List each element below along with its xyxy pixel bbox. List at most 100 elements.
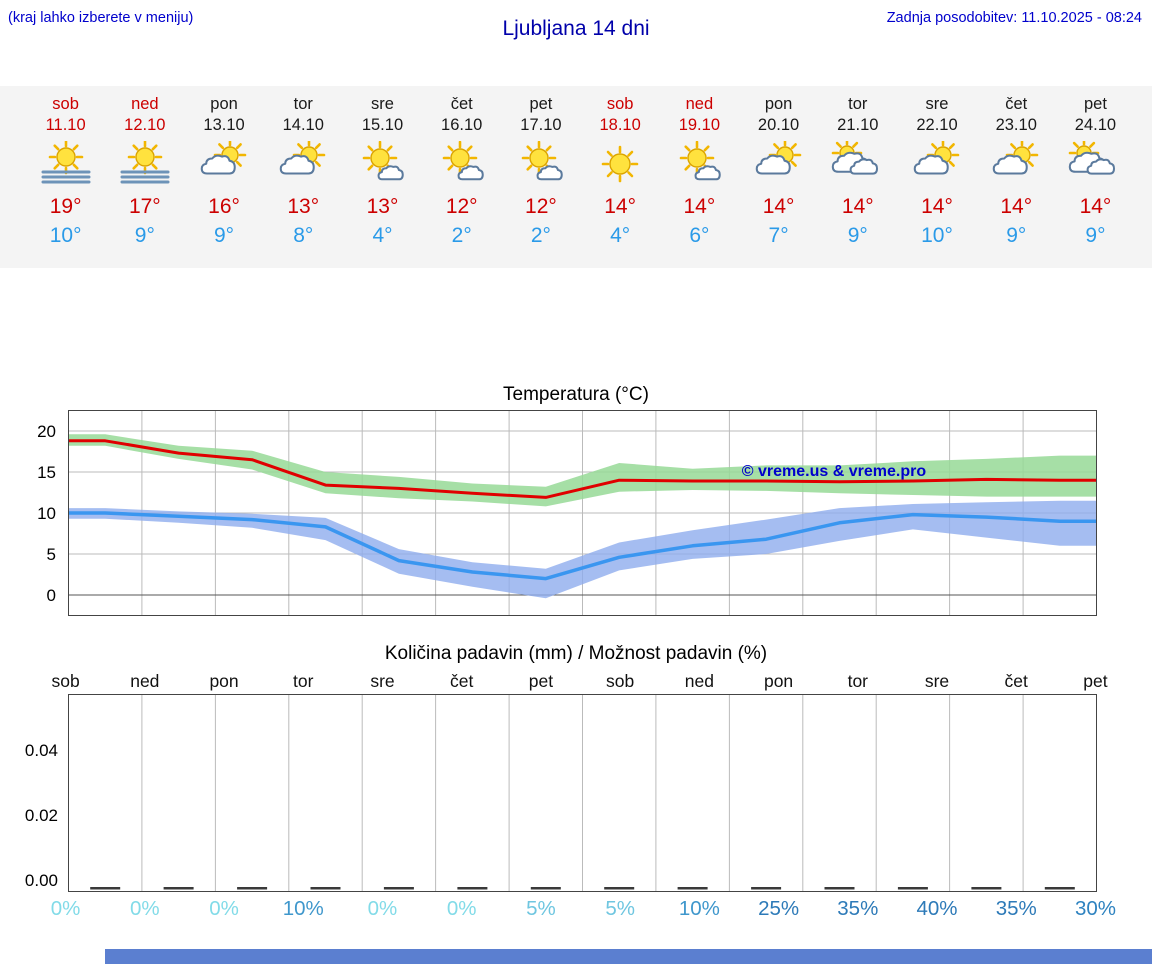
forecast-day: sre 15.10 13° 4°: [343, 94, 422, 248]
day-name: pet: [529, 95, 553, 113]
weather-icon-box: [581, 139, 660, 189]
low-temp: 9°: [847, 224, 868, 248]
precip-percent: 40%: [916, 897, 958, 921]
precip-percent-labels: 0% 0% 0% 10% 0% 0% 5% 5% 10% 25% 35% 40% 35% 30%: [0, 897, 1152, 921]
weather-icon-box: [422, 139, 501, 189]
footer-bar: [105, 949, 1152, 965]
sun-cloud-icon: [200, 141, 247, 175]
weather-icon-box: [660, 139, 739, 189]
day-date: 13.10: [203, 115, 245, 134]
precipitation-chart-title: Količina padavin (mm) / Možnost padavin …: [384, 643, 768, 665]
weather-icon-box: [897, 139, 976, 189]
weather-icon-box: [501, 139, 580, 189]
day-name: pon: [210, 95, 238, 113]
high-temp: 14°: [841, 195, 874, 219]
day-name: pon: [764, 95, 793, 113]
precip-percent: 5%: [605, 897, 635, 921]
precip-percent: 0%: [209, 897, 239, 921]
temperature-chart-svg: 0 5 10 15 20 © vreme.us & vreme.pro: [37, 410, 1097, 617]
low-temp: 9°: [134, 224, 155, 248]
cloudy-icon: [831, 141, 878, 175]
location-hint: (kraj lahko izberete v meniju): [8, 10, 194, 26]
low-temp: 4°: [372, 224, 393, 248]
page-header: (kraj lahko izberete v meniju) Ljubljana…: [0, 0, 1152, 50]
low-temp: 2°: [451, 224, 472, 248]
day-name: sob: [606, 95, 634, 113]
day-date: 20.10: [757, 115, 800, 134]
day-name: ned: [685, 95, 714, 113]
day-name: sre: [371, 95, 394, 113]
day-date: 23.10: [995, 115, 1037, 134]
forecast-strip: sob 11.10 19° 10° ned 12.10 17° 9° pon 13.10 16° 9°…: [0, 86, 1152, 269]
precip-percent: 0%: [367, 897, 398, 921]
weather-icon-box: [264, 139, 343, 189]
precip-day-label: sre: [924, 671, 950, 692]
low-temp: 9°: [214, 224, 235, 248]
svg-text:0.04: 0.04: [25, 741, 58, 760]
day-date: 12.10: [124, 115, 166, 134]
weather-icon-box: [184, 139, 263, 189]
weather-icon-box: [1056, 139, 1135, 189]
precip-percent: 35%: [837, 897, 879, 921]
svg-text:0: 0: [47, 586, 56, 605]
low-temp: 9°: [1006, 224, 1027, 248]
day-date: 22.10: [916, 115, 958, 134]
weather-icon-box: [26, 139, 105, 189]
last-updated: Zadnja posodobitev: 11.10.2025 - 08:24: [886, 10, 1142, 26]
low-temp: 4°: [610, 224, 631, 248]
sun-cloud-icon: [913, 141, 960, 175]
svg-text:5: 5: [47, 545, 56, 564]
precip-day-label: sob: [51, 671, 80, 692]
high-temp: 14°: [1000, 195, 1033, 219]
sun-fog-icon: [41, 141, 91, 184]
precip-day-label: pet: [1083, 671, 1108, 692]
precip-percent: 30%: [1074, 897, 1116, 921]
forecast-day: pet 17.10 12° 2°: [501, 94, 580, 248]
svg-text:10: 10: [37, 504, 56, 523]
precipitation-chart-svg: 0.00 0.02 0.04: [25, 694, 1097, 893]
precip-day-label: pon: [763, 671, 794, 692]
sun-cloud-icon: [755, 141, 801, 175]
sun-small-cloud-icon: [680, 141, 722, 181]
forecast-day: tor 14.10 13° 8°: [264, 94, 343, 248]
high-temp: 12°: [525, 195, 557, 219]
weather-icon-box: [343, 139, 422, 189]
day-name: tor: [848, 95, 868, 113]
precip-day-label: sob: [606, 671, 635, 692]
low-temp: 10°: [921, 224, 953, 248]
high-temp: 13°: [366, 195, 399, 219]
forecast-day: pon 20.10 14° 7°: [739, 94, 818, 248]
precip-day-label: ned: [130, 671, 160, 692]
sun-fog-icon: [120, 141, 170, 184]
forecast-day: sob 18.10 14° 4°: [581, 94, 660, 248]
forecast-day: sre 22.10 14° 10°: [897, 94, 976, 248]
high-temp: 13°: [287, 195, 320, 219]
sun-small-cloud-icon: [363, 141, 405, 181]
weather-icon-box: [977, 139, 1056, 189]
day-date: 21.10: [837, 115, 879, 134]
day-date: 19.10: [678, 115, 720, 134]
precip-percent: 0%: [50, 897, 81, 921]
day-date: 16.10: [441, 115, 483, 134]
day-date: 15.10: [361, 115, 404, 134]
weather-icon-box: [818, 139, 897, 189]
forecast-day: pon 13.10 16° 9°: [184, 94, 263, 248]
low-temp: 2°: [530, 224, 551, 248]
day-name: čet: [1005, 95, 1028, 113]
weather-icon-box: [105, 139, 184, 189]
precip-day-label: pet: [528, 671, 554, 692]
forecast-day: pet 24.10 14° 9°: [1056, 94, 1135, 248]
high-temp: 14°: [604, 195, 637, 219]
precip-day-label: ned: [684, 671, 714, 692]
day-date: 17.10: [520, 115, 562, 134]
precip-percent: 5%: [526, 897, 556, 921]
high-temp: 14°: [1079, 195, 1112, 219]
forecast-day: ned 19.10 14° 6°: [660, 94, 739, 248]
precip-percent: 10%: [282, 897, 324, 921]
day-name: sob: [52, 95, 79, 113]
precip-percent: 0%: [446, 897, 477, 921]
forecast-day: sob 11.10 19° 10°: [26, 94, 105, 248]
forecast-day: tor 21.10 14° 9°: [818, 94, 897, 248]
precip-day-label: tor: [293, 671, 314, 692]
